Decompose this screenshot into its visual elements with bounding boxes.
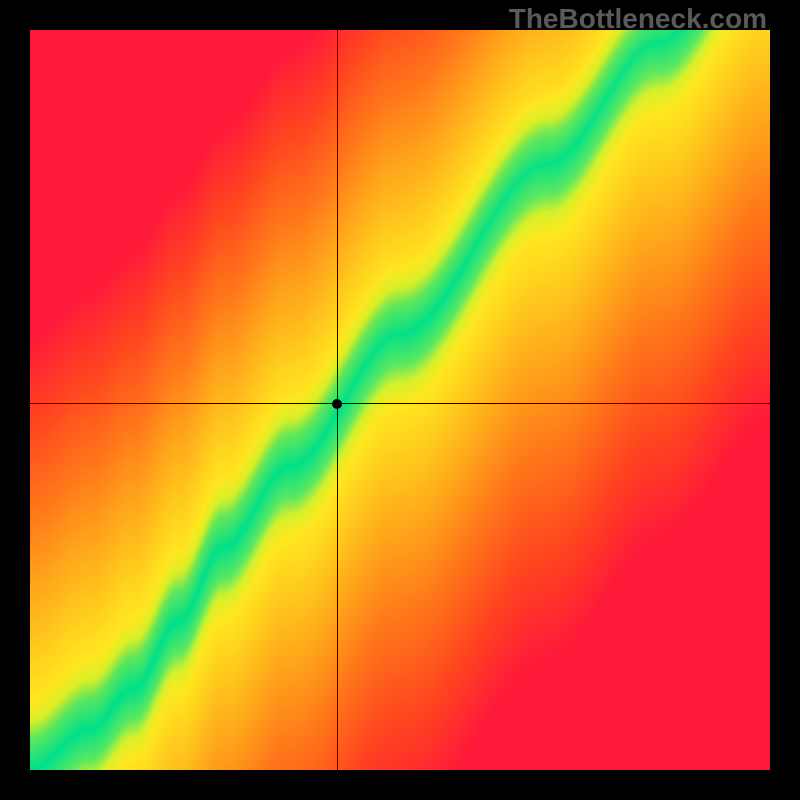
chart-frame: TheBottleneck.com [0, 0, 800, 800]
watermark-text: TheBottleneck.com [509, 3, 767, 35]
heatmap-plot-area [30, 30, 770, 770]
crosshair-horizontal [30, 403, 770, 404]
crosshair-point [332, 399, 342, 409]
heatmap-canvas [30, 30, 770, 770]
